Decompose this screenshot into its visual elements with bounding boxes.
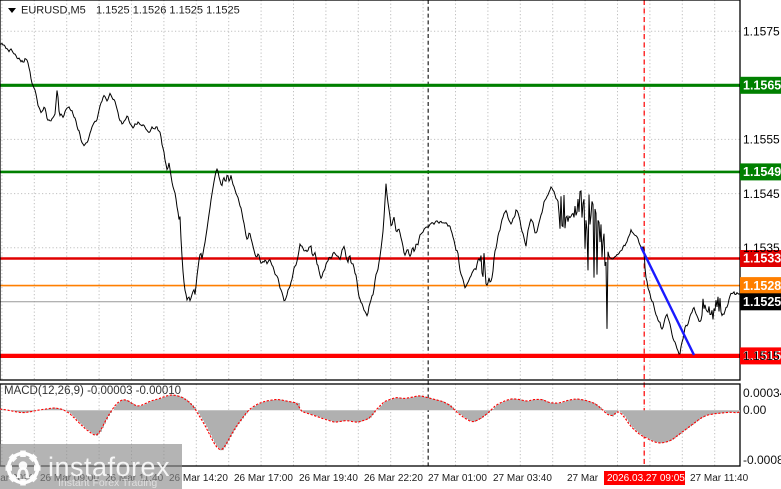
svg-text:0.00: 0.00	[743, 403, 767, 417]
svg-text:1.1525: 1.1525	[743, 295, 781, 309]
svg-text:27 Mar 03:40: 27 Mar 03:40	[493, 473, 552, 484]
svg-text:27 Mar: 27 Mar	[567, 473, 599, 484]
svg-text:-0.00089: -0.00089	[743, 453, 781, 467]
svg-text:27 Mar 01:00: 27 Mar 01:00	[428, 473, 487, 484]
svg-text:Instant Forex Trading: Instant Forex Trading	[58, 477, 157, 489]
svg-text:1.1515: 1.1515	[743, 349, 780, 363]
svg-text:0.00034: 0.00034	[743, 386, 781, 400]
svg-text:1.1525 1.1526 1.1525 1.1525: 1.1525 1.1526 1.1525 1.1525	[96, 5, 240, 17]
svg-text:1.1535: 1.1535	[743, 241, 780, 255]
svg-text:EURUSD,M5: EURUSD,M5	[21, 5, 86, 17]
svg-text:26 Mar 19:40: 26 Mar 19:40	[299, 473, 358, 484]
svg-text:1.1575: 1.1575	[743, 24, 780, 38]
svg-text:1.1549: 1.1549	[743, 165, 781, 179]
svg-text:26 Mar 17:00: 26 Mar 17:00	[234, 473, 293, 484]
svg-text:1.1555: 1.1555	[743, 133, 780, 147]
svg-text:26 Mar 22:20: 26 Mar 22:20	[364, 473, 423, 484]
svg-text:27 Mar 11:40: 27 Mar 11:40	[690, 473, 749, 484]
svg-text:1.1565: 1.1565	[743, 79, 781, 93]
svg-text:1.1528: 1.1528	[743, 279, 781, 293]
svg-text:MACD(12,26,9) -0.00003 -0.0001: MACD(12,26,9) -0.00003 -0.00010	[4, 385, 181, 397]
svg-text:1.1545: 1.1545	[743, 187, 780, 201]
svg-text:2026.03.27 09:05: 2026.03.27 09:05	[607, 473, 685, 484]
